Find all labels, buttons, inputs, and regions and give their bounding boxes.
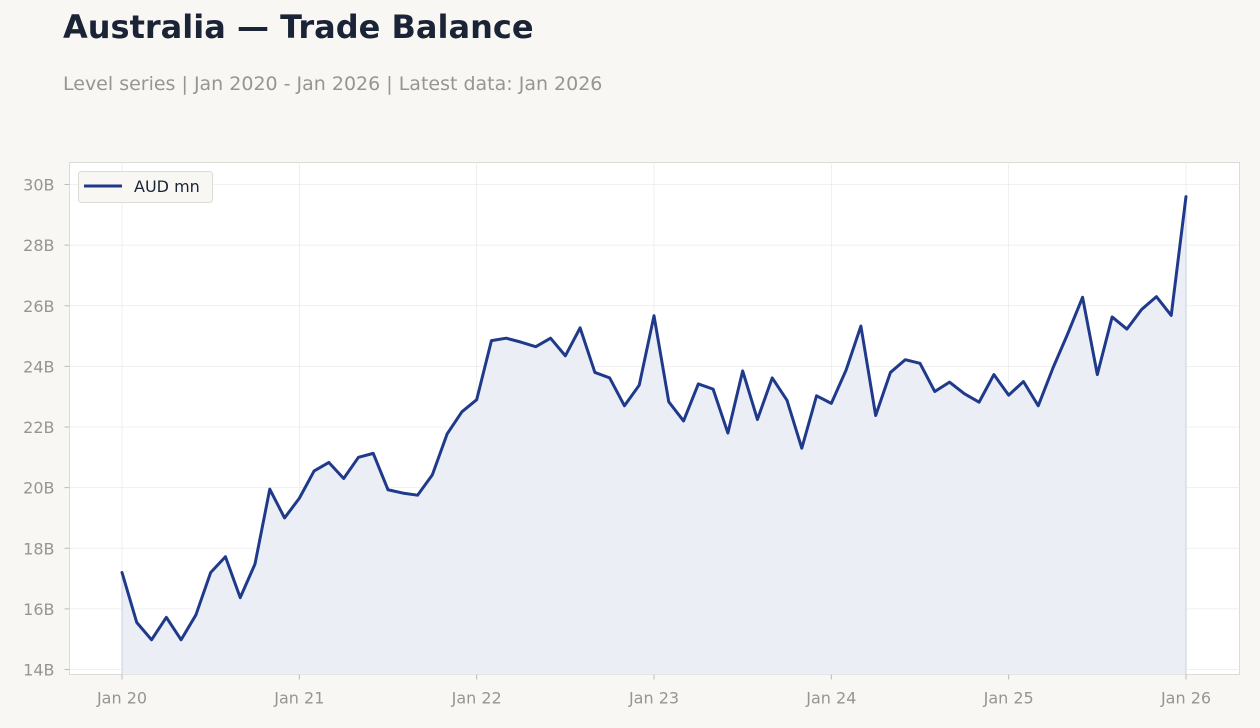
x-tick-label: Jan 26 [1160,689,1211,708]
series-line-aud-mn [120,195,1188,642]
y-tick-label: 16B [23,600,54,619]
y-tick-label: 26B [23,297,54,316]
x-tick-label: Jan 23 [628,689,679,708]
x-tick-label: Jan 21 [273,689,324,708]
x-tick-label: Jan 24 [805,689,856,708]
x-tick-label: Jan 20 [96,689,147,708]
y-axis: 14B 16B 18B 20B 22B 24B 26B 28B 30B [23,176,70,680]
legend-box [78,171,213,203]
y-tick-label: 20B [23,479,54,498]
y-tick-label: 24B [23,357,54,376]
legend-label-aud-mn: AUD mn [134,177,200,196]
series-group [120,195,1188,675]
y-tick-label: 22B [23,418,54,437]
y-tick-label: 30B [23,176,54,195]
chart-subtitle: Level series | Jan 2020 - Jan 2026 | Lat… [63,73,603,95]
x-tick-label: Jan 22 [451,689,502,708]
series-area-aud-mn [122,196,1186,675]
chart-title: Australia — Trade Balance [63,8,534,46]
y-tick-label: 14B [23,661,54,680]
x-axis: Jan 20 Jan 21 Jan 22 Jan 23 Jan 24 Jan 25 Jan … [96,674,1211,708]
y-tick-label: 28B [23,236,54,255]
legend: AUD mn [78,171,213,203]
y-tick-label: 18B [23,539,54,558]
x-tick-label: Jan 25 [983,689,1034,708]
